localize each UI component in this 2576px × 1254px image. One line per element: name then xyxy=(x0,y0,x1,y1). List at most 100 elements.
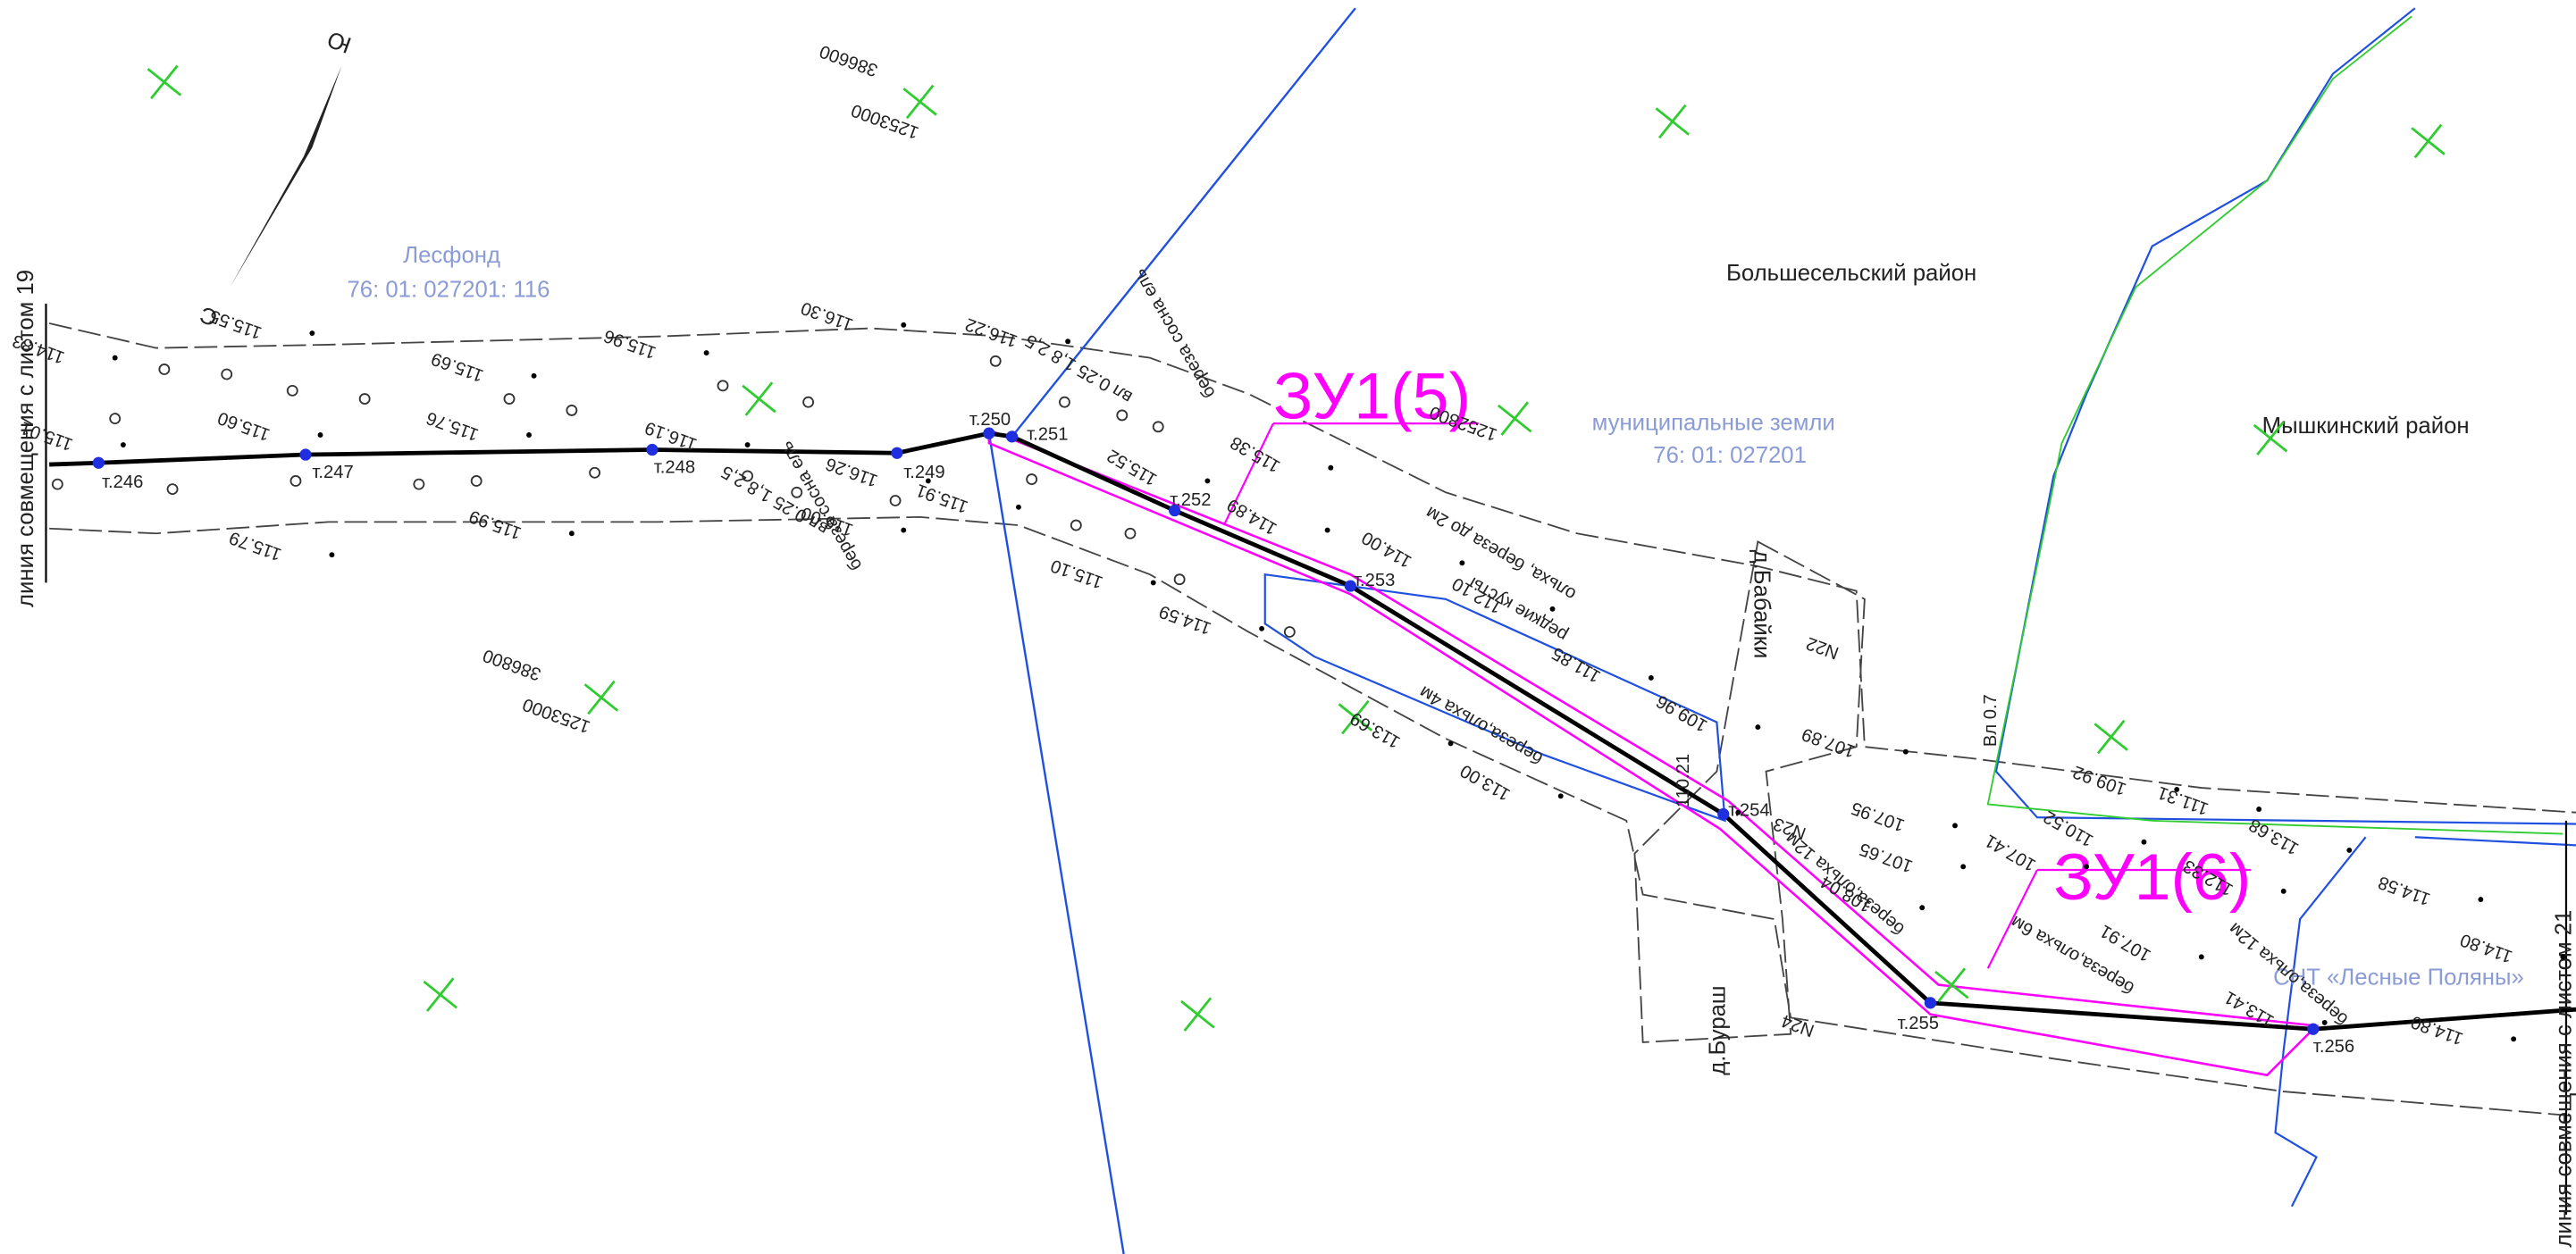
elevation-dot xyxy=(1204,479,1210,484)
grid-cross xyxy=(424,978,457,1011)
district-label: Большесельский район xyxy=(1726,261,1976,286)
elevation-dot xyxy=(526,432,532,438)
cadastral-number: 76: 01: 027201 xyxy=(1653,443,1807,468)
elevation-label: 107.95 xyxy=(1849,798,1908,835)
point-label: т.250 xyxy=(969,410,1011,430)
elevation-dot xyxy=(1649,675,1654,681)
elevation-label: 114.00 xyxy=(1359,527,1415,571)
elevation-dot xyxy=(1952,823,1958,828)
route-point xyxy=(646,444,658,456)
route-point xyxy=(1925,997,1936,1008)
elevation-dot xyxy=(1919,905,1925,910)
elevation-dot xyxy=(1960,864,1966,869)
tree-symbol xyxy=(414,480,424,489)
elevation-dot xyxy=(1259,626,1264,631)
elevation-dot xyxy=(1328,465,1333,471)
tree-symbol xyxy=(1117,410,1127,420)
elevation-dot xyxy=(309,330,315,336)
elevation-dot xyxy=(569,531,575,536)
elevation-dot xyxy=(2281,889,2287,894)
tree-symbol xyxy=(891,496,901,506)
tree-symbol xyxy=(110,414,120,423)
elevation-dot xyxy=(1325,528,1330,533)
elevation-label: 116.26 xyxy=(823,454,880,490)
tree-symbol xyxy=(1125,529,1135,539)
elevation-dot xyxy=(1558,793,1564,798)
elevation-label: 115.96 xyxy=(601,325,659,362)
tree-symbol xyxy=(566,405,576,415)
grid-cross xyxy=(585,681,618,715)
elevation-dot xyxy=(2256,807,2261,812)
tree-symbol xyxy=(222,369,231,379)
municipal-label: муниципальные земли xyxy=(1592,410,1835,435)
elevation-dot xyxy=(1448,741,1454,747)
grid-coordinate: 1253000 xyxy=(520,694,592,737)
map-note: береза,ольха 6м xyxy=(2008,911,2138,998)
grid-cross xyxy=(1181,998,1214,1031)
elevation-dot xyxy=(2199,954,2204,959)
grid-cross xyxy=(743,382,776,415)
elevation-dot xyxy=(1151,580,1156,585)
cadastral-number: 76: 01: 027201: 116 xyxy=(347,278,550,303)
elevation-dot xyxy=(2322,1020,2328,1025)
route-point xyxy=(2307,1024,2319,1035)
tree-symbol xyxy=(1154,422,1163,431)
elevation-label: 115.60 xyxy=(215,407,273,444)
elevation-dot xyxy=(1459,560,1464,565)
tree-symbol xyxy=(53,480,63,489)
elevation-dot xyxy=(2346,848,2352,853)
grid-coordinate: 1253000 xyxy=(849,100,921,143)
grid-cross xyxy=(1498,402,1531,435)
district-label: Мышкинский район xyxy=(2262,414,2470,439)
elevation-dot xyxy=(1065,339,1070,344)
elevation-dot xyxy=(2511,1036,2516,1041)
tree-symbol xyxy=(991,356,1001,366)
elevation-label: 115.38 xyxy=(1227,432,1283,476)
tree-symbol xyxy=(168,484,178,494)
elevation-dot xyxy=(1550,606,1556,612)
elevation-dot xyxy=(1755,724,1760,730)
route-point xyxy=(891,447,902,459)
elevation-label: 114.58 xyxy=(2376,872,2433,908)
grid-cross xyxy=(1656,105,1689,138)
elevation-label: 114.80 xyxy=(2458,930,2515,966)
elevation-label: 107.65 xyxy=(1857,839,1916,876)
point-label: т.252 xyxy=(1170,490,1211,510)
point-label: т.249 xyxy=(903,463,944,482)
elevation-dot xyxy=(745,442,751,447)
route-point xyxy=(93,457,105,469)
elevation-label: 116.30 xyxy=(799,297,856,334)
elevation-dot xyxy=(318,432,323,438)
elevation-label: 110.21 xyxy=(1674,754,1693,807)
elevation-label: 107.41 xyxy=(1982,831,2040,875)
point-label: т.254 xyxy=(1728,800,1769,820)
north-label: Ю xyxy=(324,26,355,57)
elevation-dot xyxy=(1016,505,1021,510)
route-line xyxy=(49,433,2576,1029)
grid-coordinate: 386800 xyxy=(481,645,544,684)
tree-symbol xyxy=(1175,574,1185,584)
elevation-label: 113.00 xyxy=(1457,760,1514,804)
tree-symbol xyxy=(360,394,370,404)
tree-symbol xyxy=(803,397,813,407)
elevation-label: 115.69 xyxy=(429,348,486,385)
village-label: д.Бураш xyxy=(1706,985,1731,1074)
map-note: N24 xyxy=(1779,1010,1817,1040)
elevation-label: 115.79 xyxy=(227,527,284,564)
elevation-label: 107.91 xyxy=(2097,921,2155,966)
elevation-dot xyxy=(2478,897,2483,902)
corridor-boundary xyxy=(49,517,2576,1116)
grid-cross xyxy=(2412,125,2445,158)
tree-symbol xyxy=(504,394,514,404)
elevation-label: 115.76 xyxy=(424,407,481,444)
map-note: N22 xyxy=(1804,633,1842,663)
elevation-dot xyxy=(2560,954,2565,959)
elevation-dot xyxy=(1903,749,1909,755)
tree-symbol xyxy=(1027,474,1036,484)
elevation-label: 116.22 xyxy=(962,314,1019,350)
point-label: т.256 xyxy=(2313,1037,2354,1057)
tree-symbol xyxy=(1071,521,1081,531)
elevation-label: 109.92 xyxy=(2070,762,2129,799)
elevation-dot xyxy=(901,528,906,533)
match-line-label: линия совмещения с листом 21 xyxy=(2551,910,2576,1248)
